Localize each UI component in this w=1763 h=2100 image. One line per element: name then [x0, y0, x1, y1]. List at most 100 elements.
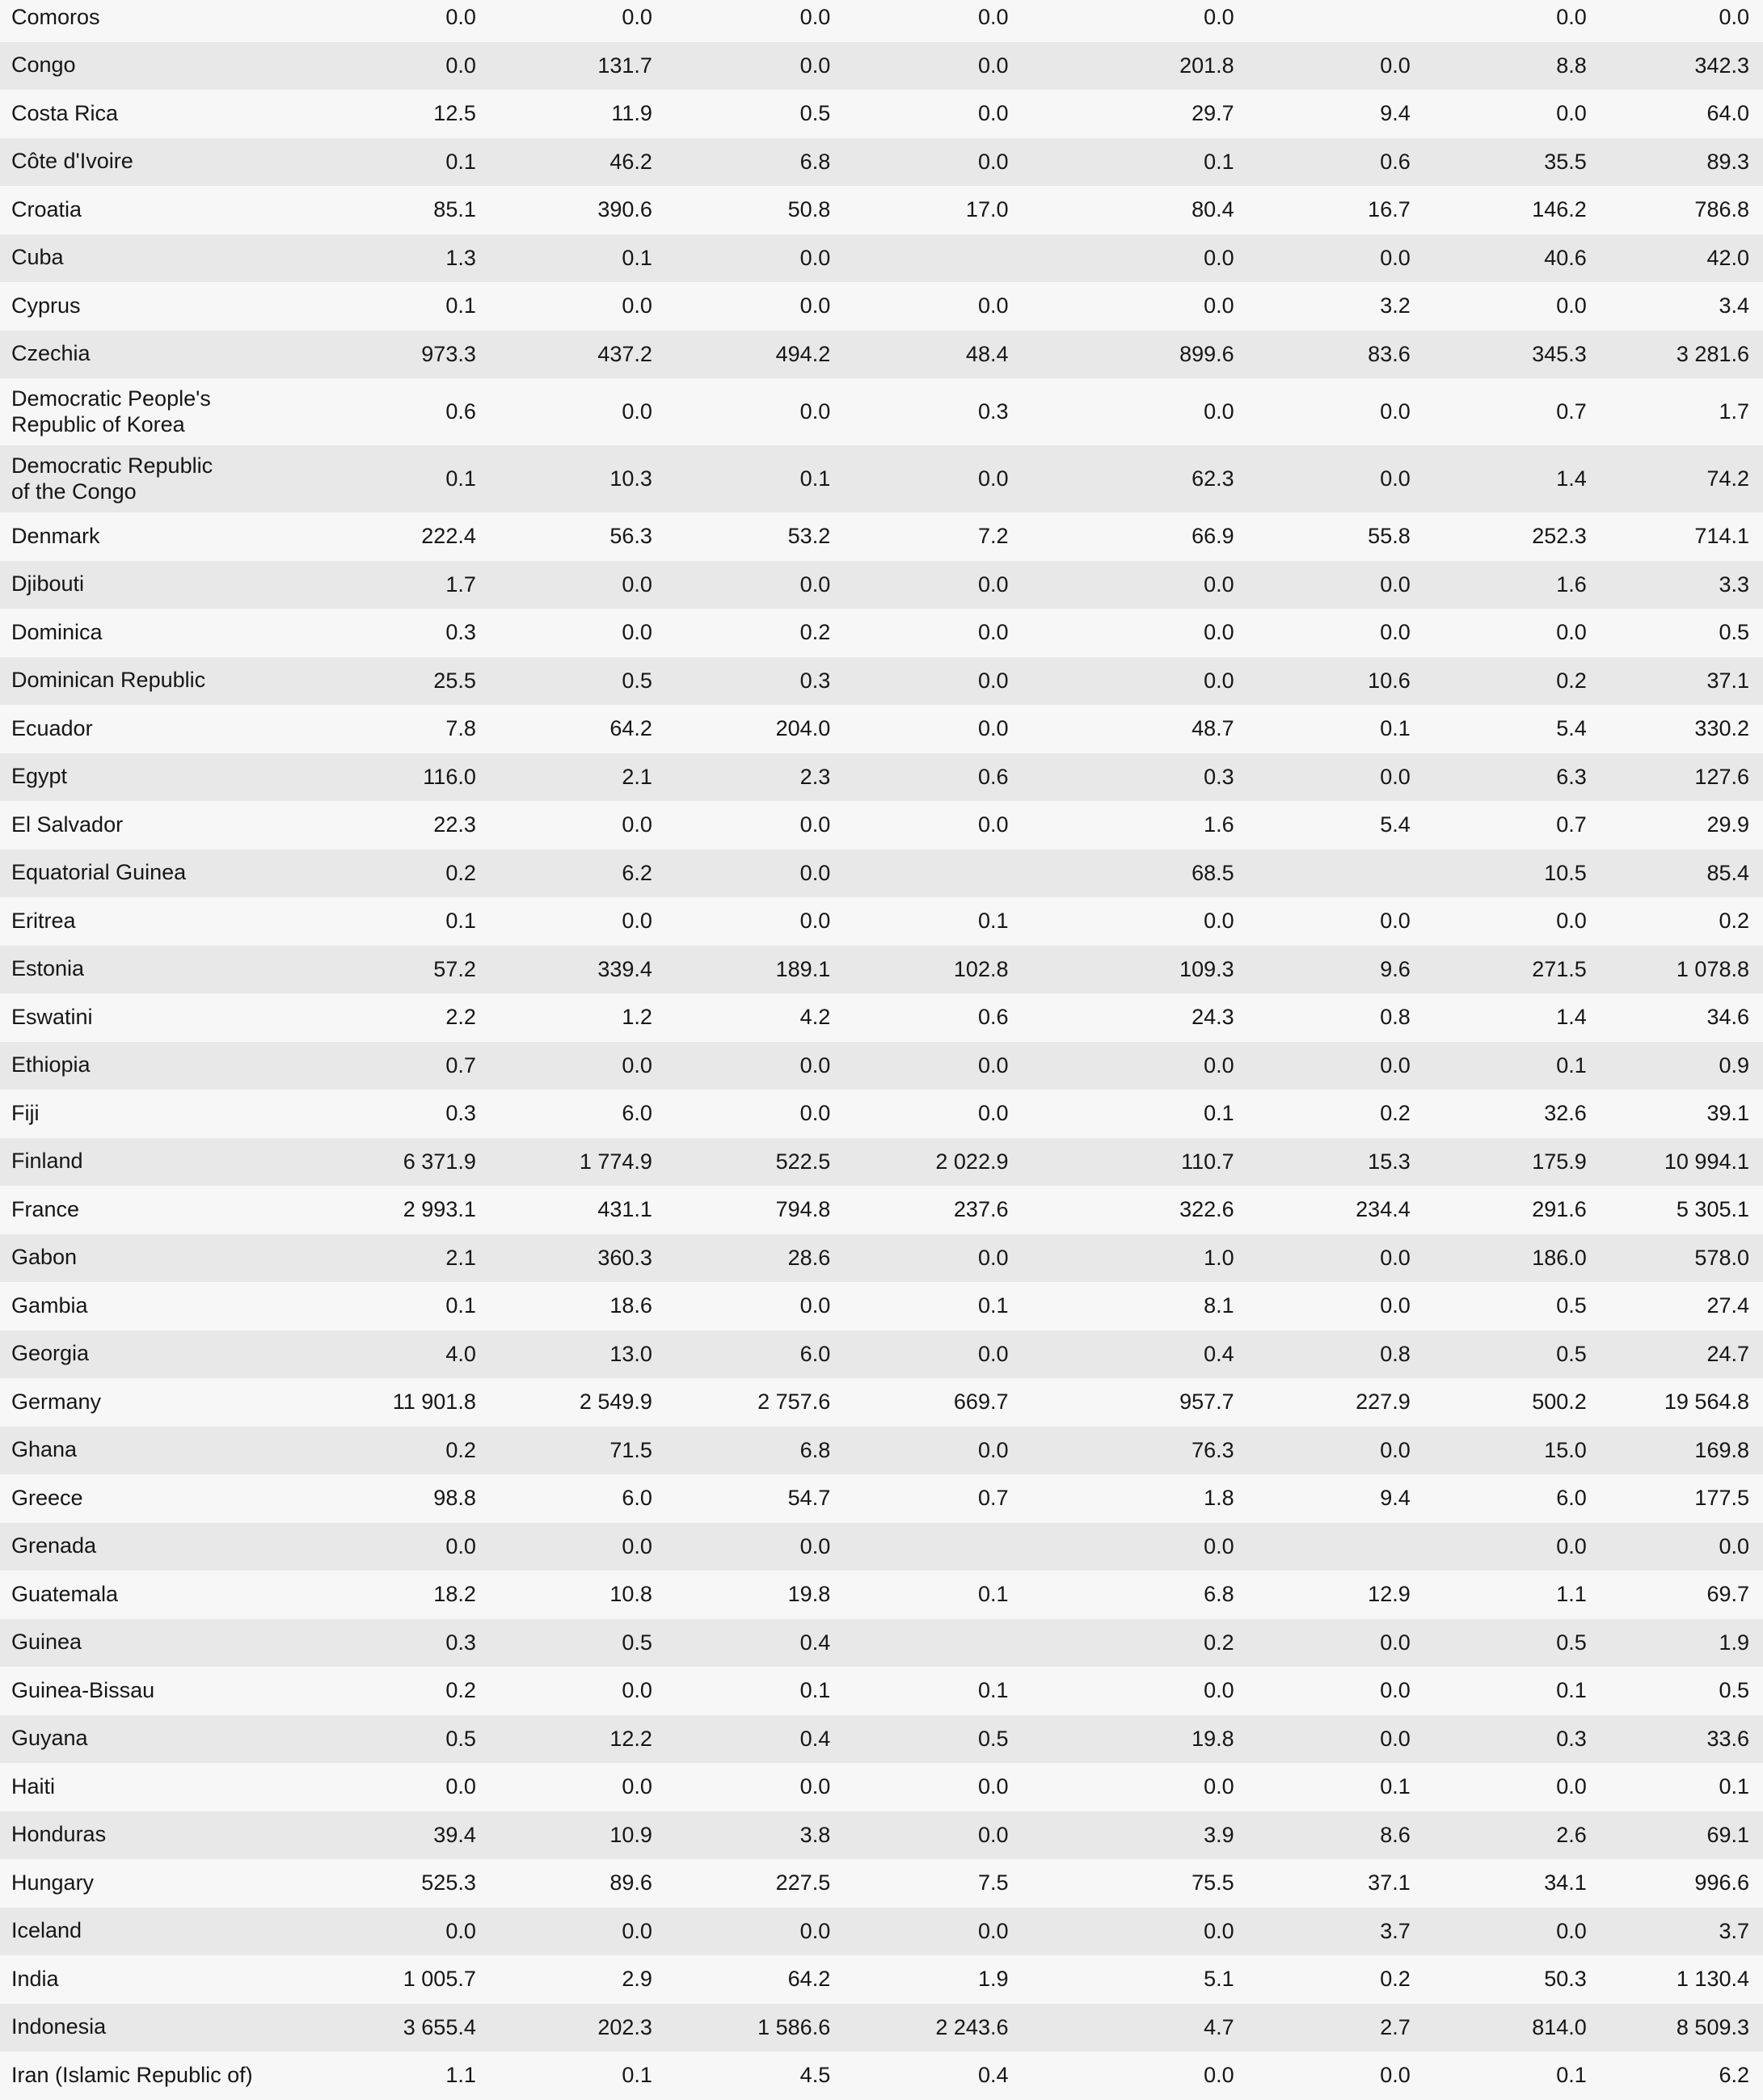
- value-cell: 64.2: [787, 1967, 831, 1992]
- value-cell: 0.1: [622, 2063, 652, 2088]
- value-cell: 131.7: [597, 53, 652, 78]
- country-cell: Guatemala: [11, 1581, 119, 1606]
- value-cell: 0.0: [977, 1774, 1009, 1799]
- value-cell: 34.6: [1706, 1005, 1749, 1030]
- value-cell: 0.1: [977, 1678, 1009, 1703]
- value-cell: 6.0: [622, 1101, 652, 1126]
- table-row: Democratic Republic of the Congo 0.1 10.3 0…: [0, 445, 1763, 512]
- value-cell: 1 130.4: [1676, 1967, 1749, 1992]
- country-cell: Honduras: [11, 1822, 107, 1847]
- country-cell: Congo: [11, 53, 76, 78]
- value-cell: 62.3: [1192, 466, 1234, 491]
- value-cell: 64.2: [609, 716, 652, 741]
- value-cell: 0.1: [799, 1678, 831, 1703]
- value-cell: 0.0: [977, 571, 1009, 597]
- table-row: Gambia 0.1 18.6 0.0 0.1 8.1 0.0 0.5 27.4: [0, 1282, 1763, 1330]
- value-cell: 0.0: [622, 1918, 652, 1943]
- value-cell: 0.0: [977, 101, 1009, 126]
- value-cell: [830, 1619, 1008, 1668]
- country-cell: Dominica: [11, 619, 103, 644]
- value-cell: 85.1: [433, 197, 476, 222]
- value-cell: 0.0: [1556, 5, 1587, 30]
- country-cell: Ethiopia: [11, 1052, 91, 1077]
- value-cell: 18.2: [433, 1582, 476, 1607]
- value-cell: 0.0: [1204, 1774, 1234, 1799]
- value-cell: 32.6: [1544, 1101, 1587, 1126]
- table-row: Ghana 0.2 71.5 6.8 0.0 76.3 0.0 15.0 169.8: [0, 1426, 1763, 1474]
- value-cell: 3.7: [1380, 1918, 1411, 1943]
- value-cell: 1.9: [1719, 1630, 1749, 1655]
- value-cell: 5.4: [1556, 716, 1587, 741]
- value-cell: 177.5: [1694, 1486, 1749, 1511]
- value-cell: 0.0: [799, 1293, 831, 1318]
- table-row: Democratic People's Republic of Korea 0.6…: [0, 378, 1763, 445]
- value-cell: 6 371.9: [403, 1149, 476, 1174]
- value-cell: 0.7: [445, 1052, 476, 1077]
- table-row: India 1 005.7 2.9 64.2 1.9 5.1 0.2 50.3 1 130.4: [0, 1955, 1763, 2004]
- value-cell: 0.0: [977, 149, 1009, 174]
- value-cell: 19.8: [787, 1582, 831, 1607]
- value-cell: 24.3: [1192, 1005, 1234, 1030]
- table-row: Fiji 0.3 6.0 0.0 0.0 0.1 0.2 32.6 39.1: [0, 1090, 1763, 1138]
- country-cell: Greece: [11, 1485, 83, 1510]
- value-cell: 29.9: [1706, 812, 1749, 837]
- value-cell: 57.2: [433, 956, 476, 981]
- table-row: Congo 0.0 131.7 0.0 0.0 201.8 0.0 8.8 342.3: [0, 41, 1763, 90]
- value-cell: 48.7: [1192, 716, 1234, 741]
- value-cell: 0.0: [1204, 909, 1234, 934]
- value-cell: 0.2: [1204, 1630, 1234, 1655]
- value-cell: 5.4: [1380, 812, 1411, 837]
- value-cell: 0.0: [622, 1678, 652, 1703]
- value-cell: 204.0: [775, 716, 831, 741]
- value-cell: 2.9: [622, 1967, 652, 1992]
- value-cell: 202.3: [597, 2014, 652, 2039]
- value-cell: 56.3: [609, 524, 652, 549]
- value-cell: 0.4: [799, 1726, 831, 1751]
- table-row: Denmark 222.4 56.3 53.2 7.2 66.9 55.8 252.3 714.…: [0, 512, 1763, 561]
- value-cell: 0.0: [977, 1052, 1009, 1077]
- value-cell: 0.0: [1719, 5, 1749, 30]
- value-cell: 6.8: [799, 1437, 831, 1462]
- value-cell: 0.7: [1556, 812, 1587, 837]
- value-cell: 10.5: [1544, 860, 1587, 885]
- table-row: Costa Rica 12.5 11.9 0.5 0.0 29.7 9.4 0.0 64.0: [0, 90, 1763, 138]
- value-cell: 291.6: [1532, 1197, 1587, 1222]
- country-cell: Comoros: [11, 4, 100, 29]
- value-cell: 98.8: [433, 1486, 476, 1511]
- value-cell: 0.3: [445, 1101, 476, 1126]
- table-row: Czechia 973.3 437.2 494.2 48.4 899.6 83.6 345.3…: [0, 330, 1763, 378]
- value-cell: 237.6: [953, 1197, 1009, 1222]
- value-cell: 494.2: [775, 341, 831, 366]
- value-cell: 1.2: [622, 1005, 652, 1030]
- value-cell: 10.6: [1368, 668, 1411, 693]
- value-cell: 0.8: [1380, 1341, 1411, 1366]
- table-row: France 2 993.1 431.1 794.8 237.6 322.6 234.4 29…: [0, 1186, 1763, 1234]
- value-cell: 19.8: [1192, 1726, 1234, 1751]
- value-cell: 996.6: [1694, 1870, 1749, 1895]
- value-cell: 9.4: [1380, 1486, 1411, 1511]
- value-cell: 0.0: [445, 5, 476, 30]
- value-cell: 1 005.7: [403, 1967, 476, 1992]
- value-cell: 0.0: [799, 1052, 831, 1077]
- country-cell: Cyprus: [11, 293, 81, 318]
- country-cell: El Salvador: [11, 812, 124, 837]
- country-cell: Egypt: [11, 764, 68, 789]
- value-cell: 3.7: [1719, 1918, 1749, 1943]
- value-cell: 3 281.6: [1676, 341, 1749, 366]
- value-cell: 0.2: [1380, 1101, 1411, 1126]
- value-cell: 11 901.8: [392, 1389, 476, 1415]
- value-cell: 69.1: [1706, 1822, 1749, 1847]
- value-cell: 8.8: [1556, 53, 1587, 78]
- value-cell: 54.7: [787, 1486, 831, 1511]
- value-cell: 0.6: [1380, 149, 1411, 174]
- value-cell: 0.0: [799, 1533, 831, 1558]
- table-row: Croatia 85.1 390.6 50.8 17.0 80.4 16.7 146.2 786…: [0, 186, 1763, 234]
- country-cell: Iran (Islamic Republic of): [11, 2062, 253, 2087]
- value-cell: 1.7: [445, 571, 476, 597]
- value-cell: 0.0: [1204, 1918, 1234, 1943]
- value-cell: 0.0: [622, 812, 652, 837]
- value-cell: 53.2: [787, 524, 831, 549]
- value-cell: 0.0: [799, 860, 831, 885]
- value-cell: 89.6: [609, 1870, 652, 1895]
